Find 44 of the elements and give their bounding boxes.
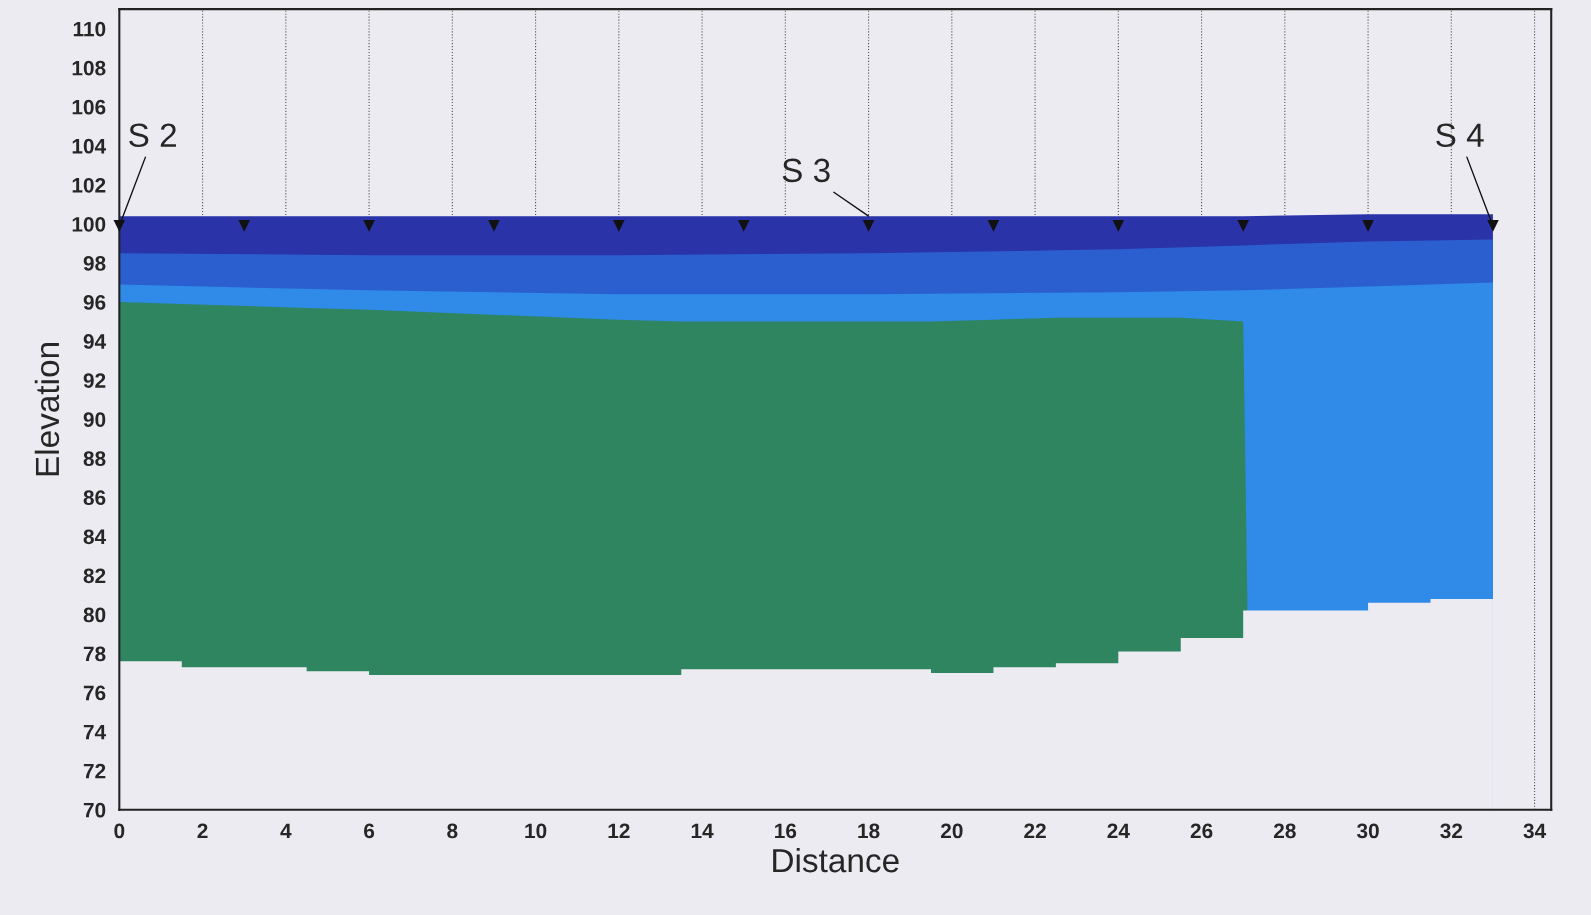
- annotation: S 4: [1436, 123, 1484, 148]
- y-tick-label: 76: [83, 685, 106, 701]
- x-tick-label: 20: [940, 823, 963, 839]
- x-tick-label: 18: [858, 823, 880, 839]
- y-tick-label: 106: [72, 99, 106, 115]
- annotation: S 2: [129, 123, 176, 148]
- y-tick-label: 110: [73, 21, 106, 37]
- y-tick-label: 92: [83, 373, 106, 388]
- y-tick-label: 100: [72, 216, 106, 232]
- x-tick-label: 6: [364, 823, 375, 839]
- y-tick-label: 102: [72, 177, 106, 193]
- y-tick-label: 96: [83, 295, 106, 310]
- x-tick-label: 2: [197, 823, 208, 839]
- x-tick-label: 10: [525, 823, 547, 839]
- y-tick-label: 84: [83, 529, 107, 545]
- y-axis-title: Elevation: [34, 343, 60, 476]
- x-tick-label: 8: [447, 823, 458, 839]
- x-tick-label: 22: [1024, 823, 1046, 839]
- y-tick-label: 70: [83, 802, 106, 818]
- y-tick-label: 90: [83, 412, 106, 427]
- y-tick-label: 104: [72, 138, 107, 154]
- annotation: S 3: [782, 158, 830, 183]
- y-tick-label: 80: [83, 607, 106, 623]
- x-tick-label: 14: [691, 823, 714, 839]
- y-tick-label: 88: [83, 451, 106, 467]
- x-tick-label: 4: [280, 823, 292, 839]
- y-tick-label: 82: [83, 568, 106, 584]
- y-tick-label: 74: [83, 724, 107, 740]
- x-tick-label: 26: [1190, 823, 1213, 839]
- x-tick-label: 30: [1356, 823, 1379, 839]
- y-tick-label: 78: [83, 646, 106, 662]
- y-tick-label: 86: [83, 490, 106, 506]
- x-tick-label: 28: [1273, 823, 1296, 839]
- x-tick-label: 32: [1440, 823, 1463, 839]
- y-tick-label: 108: [72, 60, 106, 76]
- y-tick-label: 72: [83, 763, 106, 779]
- x-tick-label: 16: [775, 823, 797, 839]
- x-axis-title: Distance: [773, 847, 899, 873]
- x-tick-label: 34: [1523, 823, 1547, 839]
- x-tick-label: 24: [1107, 823, 1130, 839]
- x-tick-label: 0: [114, 823, 125, 839]
- x-tick-label: 12: [608, 823, 630, 839]
- y-tick-label: 94: [83, 334, 107, 349]
- y-tick-label: 98: [83, 256, 106, 271]
